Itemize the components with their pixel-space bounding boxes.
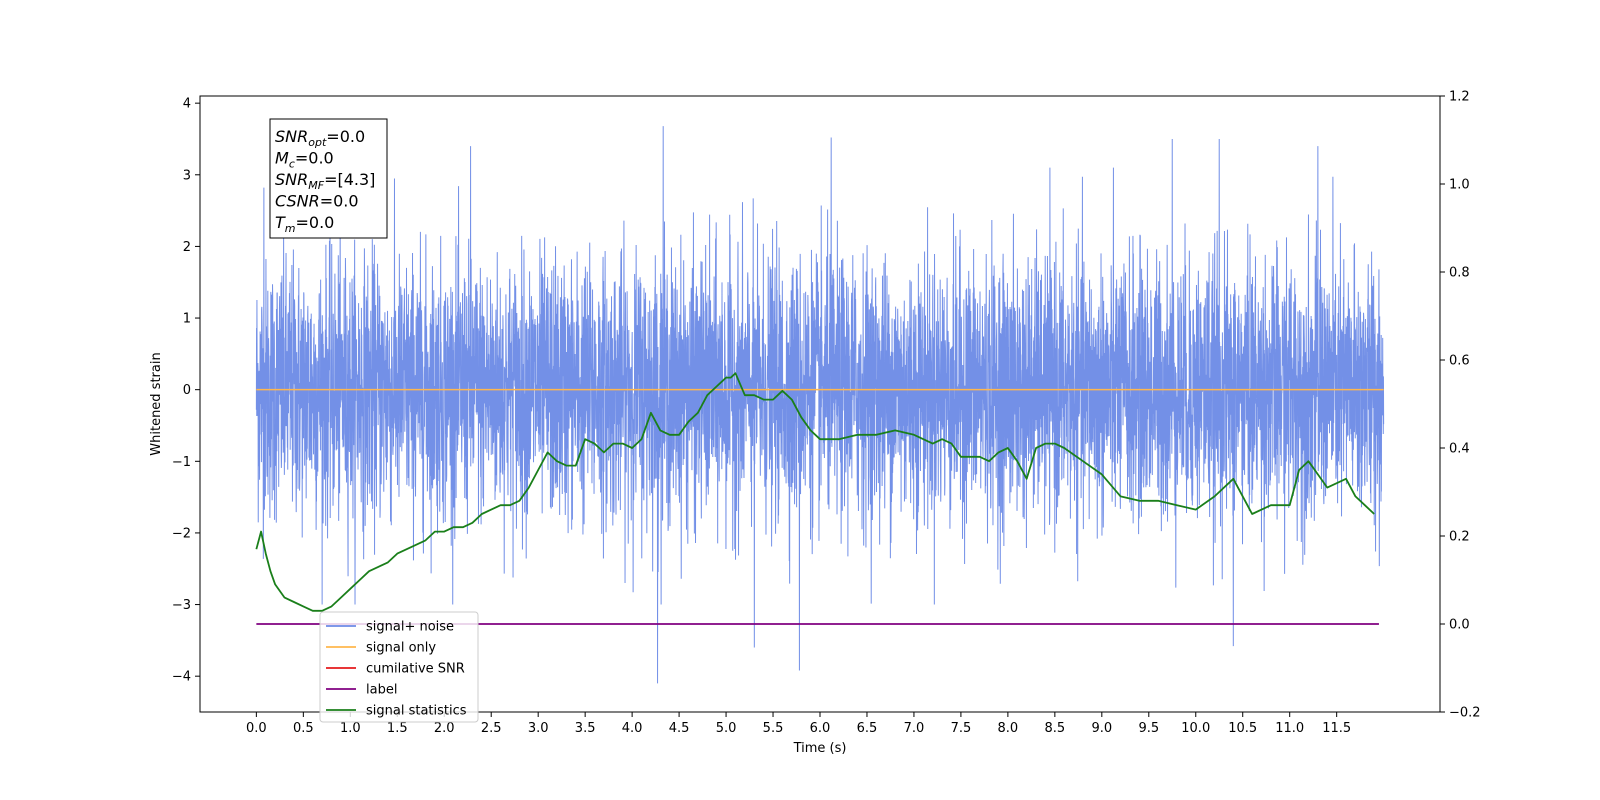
- y-right-tick-label: 0.8: [1449, 266, 1470, 281]
- x-tick-label: 9.5: [1138, 721, 1159, 736]
- x-tick-label: 7.5: [951, 721, 972, 736]
- x-tick-label: 11.5: [1322, 721, 1351, 736]
- y-left-tick-label: 3: [183, 168, 191, 183]
- x-tick-label: 5.0: [716, 721, 737, 736]
- annotation-line: Tm=0.0: [275, 213, 334, 235]
- annotation-line: SNRopt=0.0: [275, 127, 365, 149]
- y-left-tick-label: 4: [183, 97, 191, 112]
- x-tick-label: 10.5: [1228, 721, 1257, 736]
- x-tick-label: 0.5: [293, 721, 314, 736]
- annotation-frame: [269, 118, 388, 239]
- legend-label: cumilative SNR: [366, 662, 465, 677]
- y-axis-right: −0.2 0.0 0.2 0.4 0.6 0.8 1.0 1.2: [1440, 90, 1481, 721]
- series-signal-noise-line: [255, 126, 1385, 684]
- legend-label: signal+ noise: [366, 620, 454, 635]
- y-right-tick-label: 0.2: [1449, 530, 1470, 545]
- y-left-tick-label: 0: [183, 383, 191, 398]
- annotation-line: SNRMF=[4.3]: [275, 170, 375, 192]
- y-right-tick-label: 1.0: [1449, 178, 1470, 193]
- x-tick-label: 2.5: [481, 721, 502, 736]
- y-right-tick-label: 0.0: [1449, 618, 1470, 633]
- legend-frame: [319, 611, 479, 723]
- y-right-tick-label: −0.2: [1449, 706, 1481, 721]
- y-left-tick-label: 1: [183, 312, 191, 327]
- y-axis-left: −4 −3 −2 −1 0 1 2 3 4: [172, 97, 200, 685]
- x-tick-label: 1.5: [387, 721, 408, 736]
- x-tick-label: 6.5: [857, 721, 878, 736]
- series-signal-statistics-line: [255, 372, 1375, 612]
- legend: signal+ noise signal only cumilative SNR la…: [319, 611, 479, 723]
- y-right-tick-label: 0.6: [1449, 354, 1470, 369]
- annotation-line: Mc=0.0: [275, 149, 334, 171]
- y-axis-label: Whitened strain: [149, 352, 164, 455]
- x-tick-label: 3.5: [575, 721, 596, 736]
- x-tick-label: 11.0: [1275, 721, 1304, 736]
- x-tick-label: 8.5: [1045, 721, 1066, 736]
- x-tick-label: 2.0: [434, 721, 455, 736]
- legend-label: label: [366, 683, 397, 698]
- x-axis-label: Time (s): [793, 741, 847, 756]
- y-left-tick-label: −2: [172, 526, 191, 541]
- x-tick-label: 8.0: [998, 721, 1019, 736]
- y-left-tick-label: −3: [172, 598, 191, 613]
- x-tick-label: 3.0: [528, 721, 549, 736]
- x-tick-label: 5.5: [763, 721, 784, 736]
- x-tick-label: 9.0: [1091, 721, 1112, 736]
- y-left-tick-label: −1: [172, 455, 191, 470]
- annotation-line: CSNR=0.0: [275, 192, 359, 211]
- x-tick-label: 4.0: [622, 721, 643, 736]
- y-right-tick-label: 0.4: [1449, 442, 1470, 457]
- legend-label: signal statistics: [366, 704, 467, 719]
- x-tick-label: 1.0: [340, 721, 361, 736]
- y-right-tick-label: 1.2: [1449, 90, 1470, 105]
- x-tick-label: 6.0: [810, 721, 831, 736]
- x-tick-label: 7.0: [904, 721, 925, 736]
- y-left-tick-label: −4: [172, 670, 191, 685]
- x-tick-label: 10.0: [1181, 721, 1210, 736]
- x-tick-label: 4.5: [669, 721, 690, 736]
- x-axis: 0.0 0.5 1.0 1.5 2.0 2.5 3.0 3.5 4.0 4.5 5.0 5.5 6.0 6…: [246, 712, 1351, 736]
- y-left-tick-label: 2: [183, 240, 191, 255]
- x-tick-label: 0.0: [246, 721, 267, 736]
- legend-label: signal only: [366, 641, 436, 656]
